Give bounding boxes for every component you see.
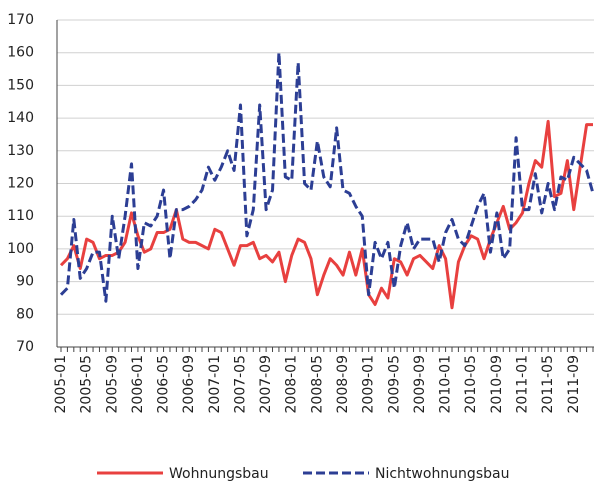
x-tick-label: 2005-01 [53, 355, 69, 414]
x-tick-label: 2006-09 [181, 355, 197, 414]
y-tick-label: 110 [7, 208, 34, 224]
x-tick-label: 2005-09 [104, 355, 120, 414]
y-tick-label: 120 [7, 176, 34, 192]
x-tick-label: 2007-05 [232, 355, 248, 414]
x-tick-label: 2009-09 [412, 355, 428, 414]
legend-label: Wohnungsbau [169, 466, 269, 482]
x-tick-label: 2008-09 [335, 355, 351, 414]
x-tick-label: 2010-05 [463, 355, 479, 414]
x-tick-label: 2007-01 [207, 355, 223, 414]
y-tick-label: 80 [16, 306, 34, 322]
y-tick-label: 160 [7, 45, 34, 61]
x-tick-label: 2009-01 [361, 355, 377, 414]
series-line [59, 119, 593, 310]
x-tick-label: 2005-05 [79, 355, 95, 414]
x-tick-label: 2011-09 [566, 355, 582, 414]
y-tick-label: 100 [7, 241, 34, 257]
y-tick-label: 150 [7, 77, 34, 93]
x-tick-label: 2007-09 [258, 355, 274, 414]
x-tick-label: 2010-01 [438, 355, 454, 414]
x-tick-label: 2008-01 [284, 355, 300, 414]
y-tick-label: 140 [7, 110, 34, 126]
y-tick-label: 90 [16, 274, 34, 290]
legend-label: Nichtwohnungsbau [375, 466, 509, 482]
x-tick-label: 2006-05 [156, 355, 172, 414]
x-tick-label: 2010-09 [489, 355, 505, 414]
x-tick-label: 2009-05 [386, 355, 402, 414]
x-tick-label: 2006-01 [130, 355, 146, 414]
x-tick-label: 2011-05 [540, 355, 556, 414]
series-line [59, 51, 595, 303]
x-tick-label: 2011-01 [514, 355, 530, 414]
y-tick-label: 130 [7, 143, 34, 159]
y-tick-label: 170 [7, 12, 34, 28]
y-tick-label: 70 [16, 339, 34, 355]
x-tick-label: 2008-05 [309, 355, 325, 414]
